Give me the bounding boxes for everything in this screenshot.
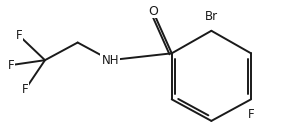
Text: F: F (248, 108, 254, 120)
Text: F: F (8, 59, 15, 72)
Text: H: H (111, 59, 118, 69)
Text: Br: Br (205, 10, 218, 23)
Text: NH: NH (102, 54, 119, 67)
Text: F: F (16, 29, 22, 42)
Text: N: N (106, 54, 115, 67)
Text: F: F (22, 83, 29, 96)
Text: O: O (148, 5, 158, 18)
